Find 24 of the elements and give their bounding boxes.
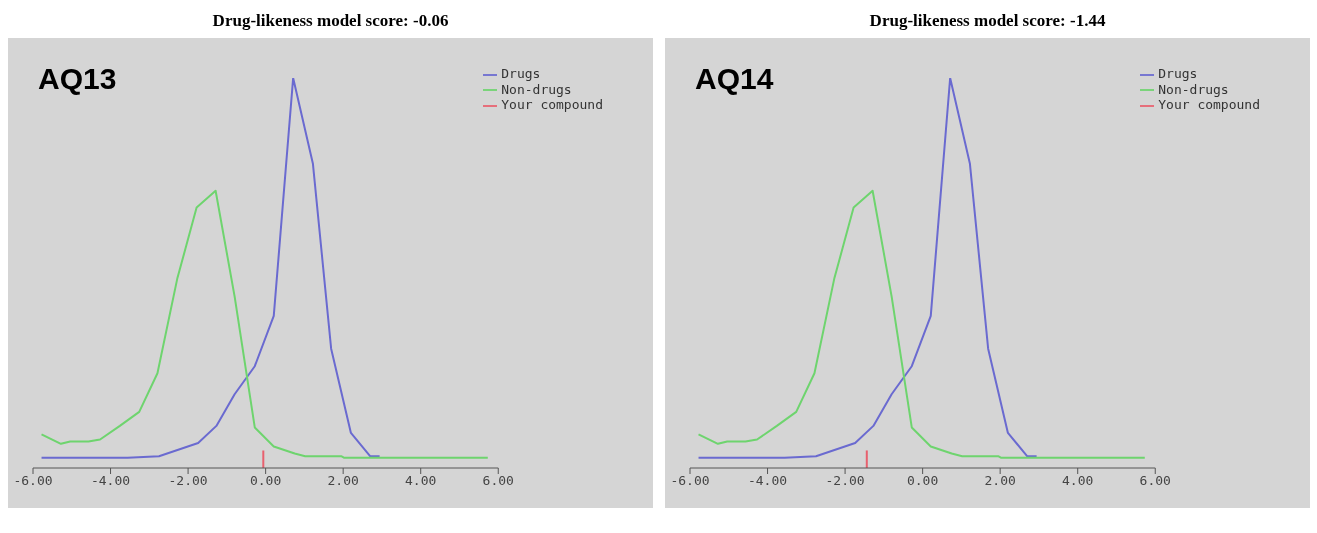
x-tick-label: 4.00 — [1062, 473, 1094, 489]
x-tick-label: 2.00 — [327, 473, 359, 489]
x-tick-label: -2.00 — [168, 473, 208, 489]
legend-label: Drugs — [1158, 66, 1198, 81]
x-tick-label: 4.00 — [405, 473, 437, 489]
x-tick-label: 0.00 — [249, 473, 282, 489]
x-tick-label: -4.00 — [747, 473, 788, 489]
legend-label: Your compound — [501, 97, 603, 112]
x-tick-label: -6.00 — [13, 473, 53, 489]
annotation: AQ14 — [695, 62, 774, 96]
x-tick-label: 6.00 — [482, 473, 514, 489]
x-tick-label: -2.00 — [825, 473, 865, 489]
legend-label: Your compound — [1158, 97, 1260, 112]
x-tick-label: -6.00 — [670, 473, 710, 489]
x-tick-label: 0.00 — [906, 473, 939, 489]
legend-label: Non-drugs — [501, 81, 572, 97]
annotation: AQ13 — [38, 62, 117, 96]
x-tick-label: -4.00 — [90, 473, 131, 489]
chart-title: Drug-likeness model score: -1.44 — [868, 10, 1107, 32]
legend-label: Non-drugs — [1158, 81, 1229, 97]
x-tick-label: 6.00 — [1139, 473, 1171, 489]
chart-title: Drug-likeness model score: -0.06 — [211, 10, 450, 32]
legend-label: Drugs — [501, 66, 541, 81]
x-tick-label: 2.00 — [984, 473, 1016, 489]
